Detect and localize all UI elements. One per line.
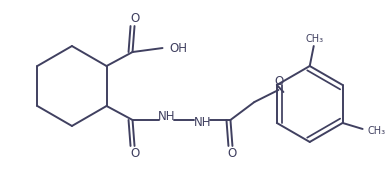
Text: CH₃: CH₃ — [306, 34, 324, 44]
Text: NH: NH — [158, 111, 175, 124]
Text: NH: NH — [194, 117, 211, 130]
Text: O: O — [130, 147, 139, 161]
Text: OH: OH — [170, 42, 187, 55]
Text: O: O — [130, 12, 139, 25]
Text: O: O — [275, 74, 284, 87]
Text: O: O — [228, 147, 237, 161]
Text: CH₃: CH₃ — [368, 126, 386, 136]
